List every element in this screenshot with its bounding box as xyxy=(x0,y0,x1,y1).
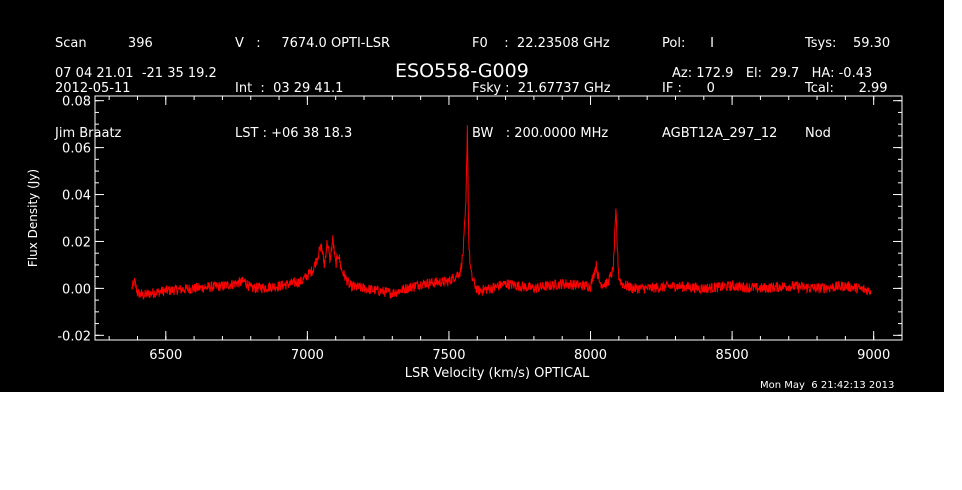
plot-frame xyxy=(94,95,903,341)
scan-line: Scan 396 xyxy=(55,36,153,51)
fsky-line: Fsky : 21.67737 GHz xyxy=(472,81,611,96)
header-col-tsys: Tsys: 59.30 Tcal: 2.99 Nod xyxy=(805,6,890,171)
source-title: ESO558-G009 xyxy=(395,60,529,82)
project-line: AGBT12A_297_12 xyxy=(662,126,778,141)
x-axis-label: LSR Velocity (km/s) OPTICAL xyxy=(405,366,590,381)
lst-line: LST : +06 38 18.3 xyxy=(235,126,353,141)
pol-line: Pol: I xyxy=(662,36,714,51)
header-col-frequency: F0 : 22.23508 GHz Fsky : 21.67737 GHz BW… xyxy=(472,6,611,171)
x-tick-label: 9000 xyxy=(857,348,890,363)
date-line: 2012-05-11 xyxy=(55,81,131,96)
header-col-velocity: V : 7674.0 OPTI-LSR Int : 03 29 41.1 LST… xyxy=(235,6,390,171)
y-tick-label: 0.06 xyxy=(62,142,91,157)
f0-line: F0 : 22.23508 GHz xyxy=(472,36,610,51)
x-tick-label: 7000 xyxy=(291,348,324,363)
tcal-line: Tcal: 2.99 xyxy=(805,81,888,96)
x-tick-label: 8500 xyxy=(716,348,749,363)
plot-panel: Scan 396 2012-05-11 Jim Braatz V : 7674.… xyxy=(0,0,944,392)
integration-line: Int : 03 29 41.1 xyxy=(235,81,344,96)
pointing-info: Az: 172.9 El: 29.7 HA: -0.43 xyxy=(672,66,873,81)
header-col-polarization: Pol: I IF : 0 AGBT12A_297_12 xyxy=(662,6,777,171)
x-tick-label: 7500 xyxy=(432,348,465,363)
y-tick-label: 0.00 xyxy=(62,282,91,297)
coordinates: 07 04 21.01 -21 35 19.2 xyxy=(55,66,217,81)
y-tick-label: 0.02 xyxy=(62,235,91,250)
x-tick-label: 8000 xyxy=(574,348,607,363)
y-axis-label: Flux Density (Jy) xyxy=(26,169,40,267)
velocity-line: V : 7674.0 OPTI-LSR xyxy=(235,36,391,51)
spectrum-chart: 6500 7000 7500 8000 8500 9000 -0.02 0.00 0.02 0.0… xyxy=(26,95,903,381)
timestamp: Mon May 6 21:42:13 2013 xyxy=(760,380,895,391)
y-tick-label: 0.08 xyxy=(62,95,91,110)
spectrum-line-0 xyxy=(131,125,872,300)
observer-line: Jim Braatz xyxy=(55,126,122,141)
header-col-scan: Scan 396 2012-05-11 Jim Braatz xyxy=(55,6,153,171)
x-tick-label: 6500 xyxy=(149,348,182,363)
y-tick-label: 0.04 xyxy=(62,189,91,204)
bandwidth-line: BW : 200.0000 MHz xyxy=(472,126,609,141)
y-tick-label: -0.02 xyxy=(57,329,91,344)
procedure-line: Nod xyxy=(805,126,831,141)
tsys-line: Tsys: 59.30 xyxy=(805,36,891,51)
if-line: IF : 0 xyxy=(662,81,715,96)
